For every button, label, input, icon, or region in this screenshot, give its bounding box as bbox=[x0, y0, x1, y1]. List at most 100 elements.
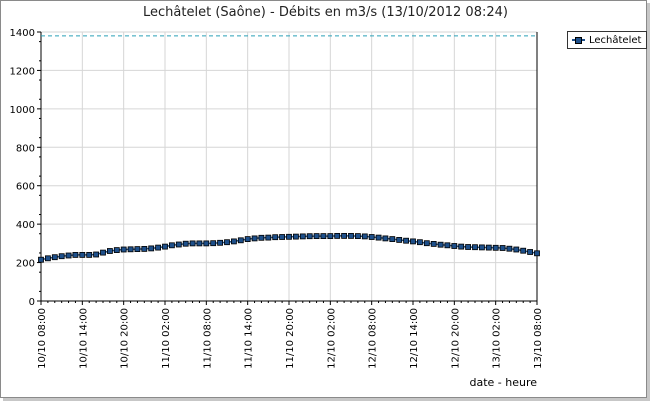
data-point bbox=[182, 240, 189, 247]
data-point bbox=[375, 234, 382, 241]
data-point bbox=[100, 249, 106, 256]
data-point bbox=[272, 234, 279, 241]
data-point bbox=[162, 243, 168, 250]
x-axis-label: date - heure bbox=[469, 376, 537, 389]
legend: Lechâtelet bbox=[567, 31, 647, 49]
y-tick-label: 200 bbox=[16, 259, 35, 270]
data-point bbox=[478, 244, 485, 251]
data-point bbox=[113, 247, 120, 254]
data-point bbox=[513, 246, 520, 253]
data-point bbox=[499, 245, 506, 251]
data-point bbox=[472, 244, 478, 251]
data-point bbox=[265, 234, 272, 241]
x-tick-label: 13/10 02:00 bbox=[492, 308, 503, 369]
legend-label: Lechâtelet bbox=[589, 34, 642, 46]
data-point bbox=[38, 256, 44, 263]
data-point bbox=[341, 232, 348, 239]
data-point bbox=[348, 232, 354, 239]
data-point bbox=[244, 236, 251, 243]
data-point bbox=[451, 243, 458, 249]
data-point bbox=[423, 240, 430, 247]
chart-title: Lechâtelet (Saône) - Débits en m3/s (13/… bbox=[143, 5, 508, 20]
data-point bbox=[210, 240, 217, 247]
x-tick-label: 12/10 08:00 bbox=[368, 308, 379, 369]
x-tick-label: 13/10 08:00 bbox=[533, 308, 544, 369]
x-tick-label: 11/10 14:00 bbox=[244, 308, 255, 369]
data-point bbox=[292, 233, 299, 240]
data-point bbox=[86, 251, 93, 258]
data-point bbox=[361, 233, 368, 240]
data-point bbox=[224, 239, 230, 246]
data-point bbox=[51, 254, 58, 261]
data-point bbox=[141, 245, 148, 252]
data-point bbox=[430, 240, 437, 247]
data-point bbox=[410, 238, 416, 245]
y-tick-label: 0 bbox=[29, 297, 35, 308]
data-point bbox=[465, 244, 472, 250]
data-point bbox=[251, 235, 258, 242]
data-point bbox=[107, 248, 113, 254]
y-tick-label: 800 bbox=[16, 143, 35, 154]
x-tick-label: 12/10 14:00 bbox=[409, 308, 420, 369]
y-tick-label: 1200 bbox=[10, 66, 35, 77]
data-point bbox=[534, 250, 540, 257]
data-point bbox=[237, 237, 244, 244]
data-point bbox=[196, 240, 203, 247]
x-tick-label: 12/10 20:00 bbox=[450, 308, 461, 369]
data-point bbox=[368, 234, 375, 240]
data-point bbox=[327, 233, 334, 240]
data-point bbox=[93, 251, 99, 258]
data-point bbox=[79, 251, 86, 258]
data-point bbox=[58, 253, 65, 260]
data-point bbox=[382, 235, 389, 242]
x-tick-label: 11/10 02:00 bbox=[161, 308, 172, 369]
data-point bbox=[279, 234, 286, 240]
data-point bbox=[313, 233, 320, 240]
data-point bbox=[527, 249, 533, 255]
data-point bbox=[458, 243, 465, 250]
data-point bbox=[120, 246, 127, 253]
data-point bbox=[155, 244, 162, 251]
x-tick-label: 10/10 08:00 bbox=[37, 308, 48, 369]
data-point bbox=[299, 233, 306, 240]
data-point bbox=[286, 233, 292, 240]
data-point bbox=[127, 246, 134, 253]
data-point bbox=[148, 245, 155, 252]
data-point bbox=[134, 246, 141, 253]
data-point bbox=[506, 245, 513, 252]
data-point bbox=[45, 255, 51, 262]
data-point bbox=[230, 238, 237, 245]
data-point bbox=[168, 242, 175, 249]
data-point bbox=[65, 252, 72, 259]
data-point bbox=[175, 241, 182, 248]
y-tick-label: 1400 bbox=[10, 28, 35, 39]
data-point bbox=[437, 241, 444, 248]
legend-marker-icon bbox=[572, 35, 585, 45]
data-point bbox=[444, 242, 451, 249]
data-point bbox=[258, 234, 265, 241]
data-point bbox=[354, 233, 361, 240]
data-point bbox=[403, 237, 410, 244]
data-point bbox=[485, 244, 492, 251]
data-point bbox=[334, 232, 341, 239]
data-point bbox=[396, 236, 403, 243]
data-point bbox=[492, 244, 499, 251]
x-tick-label: 10/10 14:00 bbox=[78, 308, 89, 369]
x-tick-label: 12/10 02:00 bbox=[326, 308, 337, 369]
y-tick-label: 600 bbox=[16, 182, 35, 193]
data-point bbox=[416, 239, 423, 246]
data-point bbox=[389, 236, 396, 243]
data-point bbox=[306, 233, 313, 240]
data-point bbox=[72, 251, 79, 258]
data-point bbox=[520, 247, 527, 254]
data-point bbox=[320, 233, 327, 240]
y-tick-label: 1000 bbox=[10, 105, 35, 116]
data-point bbox=[203, 240, 210, 247]
x-tick-label: 11/10 20:00 bbox=[285, 308, 296, 369]
data-point bbox=[189, 240, 196, 247]
y-tick-label: 400 bbox=[16, 220, 35, 231]
x-tick-label: 10/10 20:00 bbox=[120, 308, 131, 369]
x-tick-label: 11/10 08:00 bbox=[202, 308, 213, 369]
data-point bbox=[217, 239, 224, 246]
